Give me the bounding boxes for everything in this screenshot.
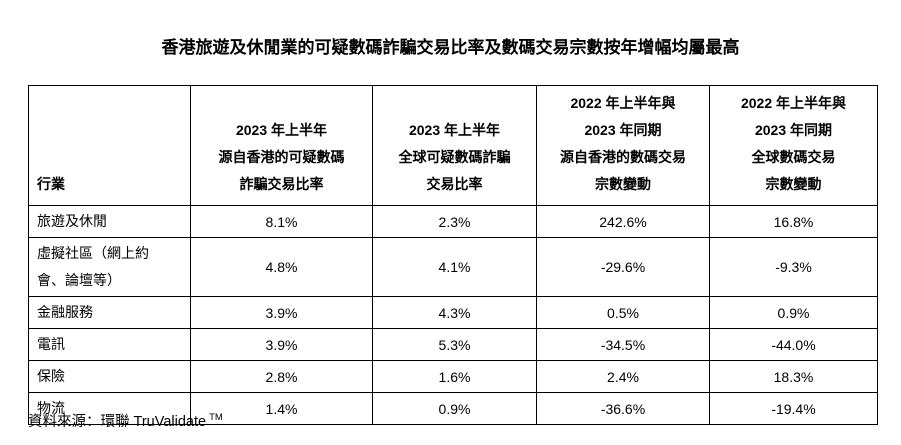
- value-cell: -36.6%: [536, 392, 710, 425]
- source-note-text: 資料來源：環聯 TruValidate: [28, 413, 207, 430]
- source-note: 資料來源：環聯 TruValidate TM: [28, 408, 223, 432]
- industry-cell: 旅遊及休閒: [28, 205, 191, 238]
- col-header-global-txn-volume-change: 2022 年上半年與 2023 年同期 全球數碼交易 宗數變動: [709, 85, 878, 206]
- value-cell: 5.3%: [372, 328, 537, 361]
- value-cell: 3.9%: [190, 296, 373, 329]
- value-cell: 8.1%: [190, 205, 373, 238]
- industry-cell: 物流: [28, 392, 191, 425]
- value-cell: -34.5%: [536, 328, 710, 361]
- value-cell: 2.3%: [372, 205, 537, 238]
- table-row-insurance: 保險 2.8% 1.6% 2.4% 18.3%: [28, 360, 878, 393]
- header-row: 行業 2023 年上半年 源自香港的可疑數碼 詐騙交易比率 2023 年上半年 …: [28, 85, 878, 206]
- value-cell: 0.9%: [372, 392, 537, 425]
- value-cell: 1.6%: [372, 360, 537, 393]
- value-cell: -9.3%: [709, 237, 878, 297]
- value-cell: 4.3%: [372, 296, 537, 329]
- value-cell: 0.9%: [709, 296, 878, 329]
- industry-fraud-table: 行業 2023 年上半年 源自香港的可疑數碼 詐騙交易比率 2023 年上半年 …: [28, 85, 878, 425]
- table-row-telecommunications: 電訊 3.9% 5.3% -34.5% -44.0%: [28, 328, 878, 361]
- value-cell: 0.5%: [536, 296, 710, 329]
- table-row-virtual-communities: 虛擬社區（網上約 會、論壇等） 4.8% 4.1% -29.6% -9.3%: [28, 237, 878, 297]
- value-cell: 2.8%: [190, 360, 373, 393]
- page-title: 香港旅遊及休閒業的可疑數碼詐騙交易比率及數碼交易宗數按年增幅均屬最高: [161, 38, 740, 57]
- table-header: 行業 2023 年上半年 源自香港的可疑數碼 詐騙交易比率 2023 年上半年 …: [28, 85, 878, 206]
- industry-cell: 電訊: [28, 328, 191, 361]
- value-cell: 16.8%: [709, 205, 878, 238]
- value-cell: 242.6%: [536, 205, 710, 238]
- value-cell: 4.8%: [190, 237, 373, 297]
- col-header-global-suspected-fraud-rate: 2023 年上半年 全球可疑數碼詐騙 交易比率: [372, 85, 537, 206]
- table-body: 旅遊及休閒 8.1% 2.3% 242.6% 16.8% 虛擬社區（網上約 會、…: [28, 205, 878, 425]
- value-cell: 3.9%: [190, 328, 373, 361]
- col-header-hk-txn-volume-change: 2022 年上半年與 2023 年同期 源自香港的數碼交易 宗數變動: [536, 85, 710, 206]
- trademark-symbol: TM: [209, 412, 223, 423]
- table-row-financial-services: 金融服務 3.9% 4.3% 0.5% 0.9%: [28, 296, 878, 329]
- col-header-hk-suspected-fraud-rate: 2023 年上半年 源自香港的可疑數碼 詐騙交易比率: [190, 85, 373, 206]
- value-cell: -44.0%: [709, 328, 878, 361]
- industry-cell: 金融服務: [28, 296, 191, 329]
- table-row-logistics: 物流 1.4% 0.9% -36.6% -19.4%: [28, 392, 878, 425]
- value-cell: -29.6%: [536, 237, 710, 297]
- table-row-travel-leisure: 旅遊及休閒 8.1% 2.3% 242.6% 16.8%: [28, 205, 878, 238]
- industry-cell: 虛擬社區（網上約 會、論壇等）: [28, 237, 191, 297]
- industry-cell: 保險: [28, 360, 191, 393]
- value-cell: 18.3%: [709, 360, 878, 393]
- value-cell: 2.4%: [536, 360, 710, 393]
- col-header-industry: 行業: [28, 85, 191, 206]
- value-cell: -19.4%: [709, 392, 878, 425]
- value-cell: 4.1%: [372, 237, 537, 297]
